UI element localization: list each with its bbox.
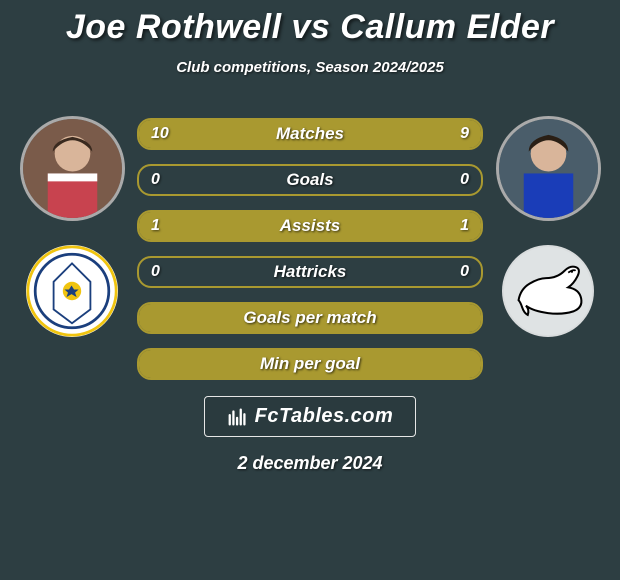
stat-bar: Hattricks 0 0: [137, 256, 483, 288]
stat-bar: Matches 10 9: [137, 118, 483, 150]
page-title: Joe Rothwell vs Callum Elder: [66, 8, 554, 47]
stat-label: Min per goal: [260, 354, 360, 374]
bar-fill-right: [320, 120, 481, 148]
stat-label: Goals per match: [243, 308, 376, 328]
stat-label: Assists: [280, 216, 340, 236]
stats-bars: Matches109Goals00Assists11Hattricks00Goa…: [137, 118, 483, 380]
left-side: [7, 116, 137, 337]
player-right-avatar: [496, 116, 601, 221]
stat-bar: Goals 0 0: [137, 164, 483, 196]
subtitle: Club competitions, Season 2024/2025: [176, 59, 444, 76]
stat-value-left: 1: [151, 217, 160, 235]
stat-value-right: 9: [460, 125, 469, 143]
stat-value-left: 0: [151, 263, 160, 281]
crest-derby-icon: [502, 245, 594, 337]
content-row: Matches109Goals00Assists11Hattricks00Goa…: [0, 116, 620, 380]
comparison-card: Joe Rothwell vs Callum Elder Club compet…: [0, 0, 620, 580]
stat-label: Matches: [276, 124, 344, 144]
date-label: 2 december 2024: [237, 453, 382, 474]
club-left-crest: [26, 245, 118, 337]
stat-label: Goals: [286, 170, 333, 190]
stat-bar: Min per goal: [137, 348, 483, 380]
stat-label: Hattricks: [274, 262, 347, 282]
player-left-avatar: [20, 116, 125, 221]
right-side: [483, 116, 613, 337]
stat-value-left: 10: [151, 125, 169, 143]
club-right-crest: [502, 245, 594, 337]
stat-value-right: 1: [460, 217, 469, 235]
stat-value-right: 0: [460, 263, 469, 281]
stat-value-left: 0: [151, 171, 160, 189]
stat-bar: Assists 1 1: [137, 210, 483, 242]
avatar-placeholder-icon: [23, 119, 122, 218]
stat-value-right: 0: [460, 171, 469, 189]
brand-logo-icon: [227, 406, 249, 428]
brand-badge: FcTables.com: [204, 396, 417, 437]
stat-bar: Goals per match: [137, 302, 483, 334]
avatar-placeholder-icon: [499, 119, 598, 218]
brand-text: FcTables.com: [255, 405, 394, 428]
crest-leeds-icon: [26, 245, 118, 337]
